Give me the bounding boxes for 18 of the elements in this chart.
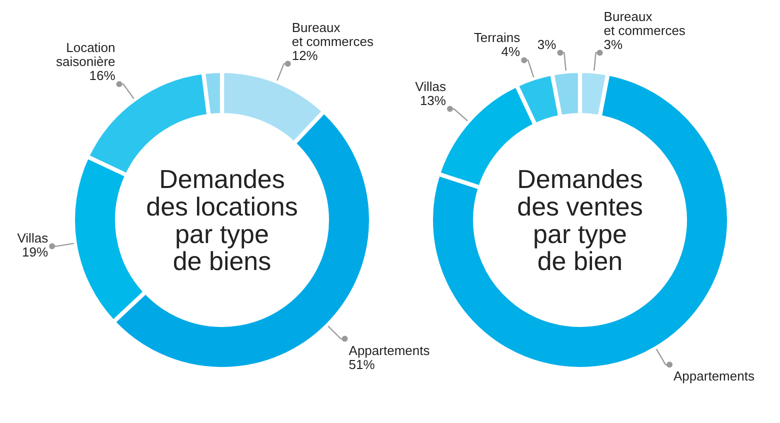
slice-label: Villas xyxy=(17,230,49,246)
data-label: 51% xyxy=(348,356,376,372)
data-label: 4% xyxy=(501,44,521,60)
data-label: 12% xyxy=(292,48,318,63)
slice-label: Appartements xyxy=(674,368,755,384)
slice-label: Bureaux et commerces xyxy=(604,8,686,38)
slice-label: Villas xyxy=(415,78,446,94)
data-label: 3% xyxy=(604,36,624,52)
text: Demandes des ventes par type de bien xyxy=(517,164,643,276)
text: Demandes des locations par type de biens xyxy=(146,164,298,276)
data-label: 13% xyxy=(420,92,446,108)
data-label: 19% xyxy=(22,244,48,260)
slice-label: Location saisonière xyxy=(56,40,116,70)
data-label: 3% xyxy=(537,36,557,52)
slice-label: Appartements xyxy=(348,342,430,358)
slice-label: Bureaux et commerces xyxy=(292,20,374,49)
data-label: 16% xyxy=(89,68,116,84)
slice-label: Terrains xyxy=(474,30,521,46)
